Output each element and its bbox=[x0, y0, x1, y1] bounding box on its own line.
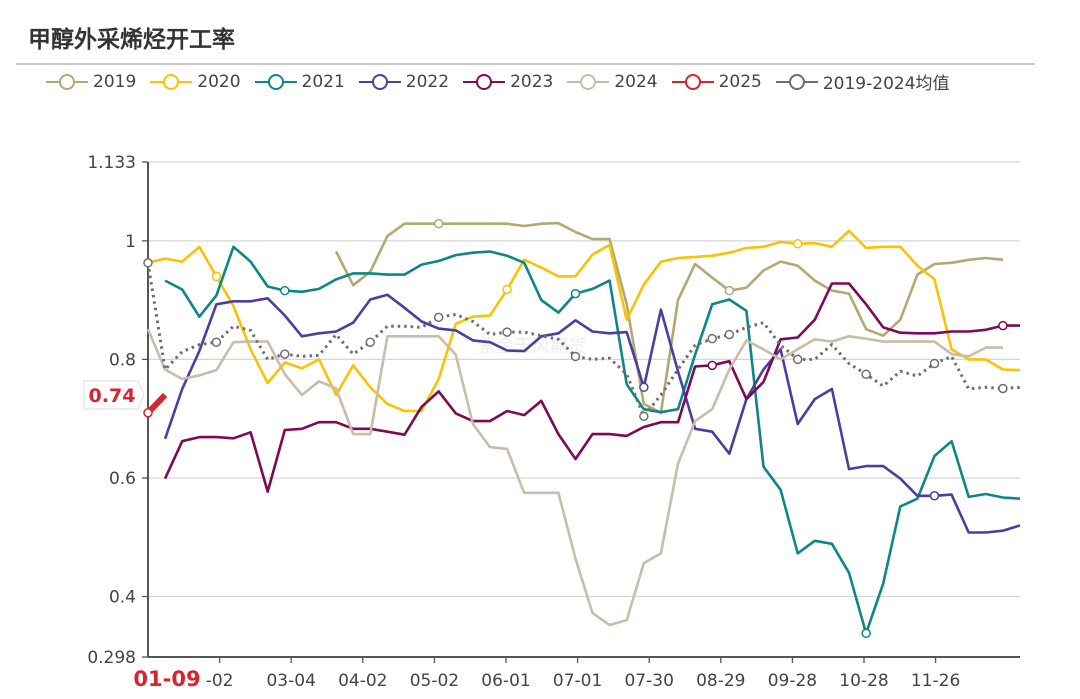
series-2020 bbox=[147, 229, 1021, 413]
data-point bbox=[724, 285, 735, 296]
data-point bbox=[143, 258, 153, 268]
legend-label: 2025 bbox=[718, 71, 762, 92]
series-line bbox=[163, 282, 1020, 493]
series-line bbox=[164, 245, 1021, 635]
data-point bbox=[211, 337, 222, 347]
value-badge-label: 0.74 bbox=[89, 385, 136, 407]
data-point bbox=[792, 354, 803, 365]
legend-label: 2022 bbox=[405, 71, 450, 92]
y-tick-label: 1 bbox=[125, 232, 136, 252]
legend-item-2019[interactable]: 2019 bbox=[46, 69, 136, 94]
data-point bbox=[707, 360, 717, 371]
data-point bbox=[211, 271, 222, 282]
y-tick-label: 0.8 bbox=[109, 350, 136, 370]
legend-item-2021[interactable]: 2021 bbox=[254, 69, 345, 94]
data-point bbox=[433, 218, 444, 229]
data-point bbox=[365, 337, 376, 347]
legend-item-2020[interactable]: 2020 bbox=[150, 69, 241, 94]
data-point bbox=[639, 382, 649, 393]
series-2023 bbox=[163, 282, 1020, 493]
x-tick-label: 09-28 bbox=[768, 671, 817, 691]
series-2019-2024均值 bbox=[143, 258, 1021, 422]
data-point bbox=[929, 358, 940, 369]
legend-item-2025[interactable]: 2025 bbox=[671, 69, 762, 94]
data-point bbox=[502, 327, 512, 337]
legend-label: 2023 bbox=[510, 71, 554, 92]
series-2022 bbox=[163, 293, 1021, 534]
legend-label: 2019-2024均值 bbox=[822, 74, 950, 94]
data-point bbox=[707, 333, 717, 344]
series-line bbox=[334, 221, 1004, 415]
series-2021 bbox=[164, 245, 1021, 639]
x-tick-label: 08-29 bbox=[696, 671, 745, 691]
legend-label: 2019 bbox=[93, 71, 137, 92]
series-2019 bbox=[334, 218, 1004, 415]
legend: 2019 2020 2021 2022 2023 2024 2025 2019-2024均值 bbox=[46, 69, 950, 94]
legend-line-circle-icon bbox=[671, 73, 714, 90]
title-divider bbox=[16, 63, 1035, 65]
x-tick-label-highlight: 01-09 bbox=[133, 667, 200, 691]
value-badge bbox=[83, 380, 145, 410]
data-point bbox=[998, 383, 1008, 394]
legend-line-circle-icon bbox=[775, 73, 818, 90]
legend-line-circle-icon bbox=[358, 73, 401, 90]
data-point bbox=[639, 411, 649, 422]
legend-item-2024[interactable]: 2024 bbox=[567, 69, 658, 94]
data-point bbox=[433, 312, 444, 323]
legend-label: 2024 bbox=[614, 71, 658, 92]
series-2024 bbox=[146, 328, 1003, 627]
y-tick-label: 0.4 bbox=[109, 588, 136, 608]
legend-line-circle-icon bbox=[46, 73, 88, 90]
series-line bbox=[163, 293, 1021, 534]
data-point bbox=[502, 284, 512, 295]
axes bbox=[142, 161, 1020, 663]
grid-lines bbox=[148, 161, 1020, 598]
data-point bbox=[570, 351, 581, 362]
x-tick-label: 10-28 bbox=[839, 671, 888, 691]
x-tick-label: 05-02 bbox=[410, 671, 459, 691]
x-tick-label: -02 bbox=[206, 671, 234, 691]
series-lines bbox=[143, 218, 1021, 639]
legend-line-circle-icon bbox=[463, 73, 506, 90]
x-tick-label: 03-04 bbox=[266, 671, 315, 691]
y-tick-label: 0.298 bbox=[87, 648, 136, 668]
legend-line-circle-icon bbox=[150, 73, 193, 90]
x-tick-label: 06-01 bbox=[481, 671, 530, 691]
x-tick-label: 07-01 bbox=[553, 671, 602, 691]
data-point bbox=[280, 349, 290, 359]
data-point bbox=[861, 628, 871, 639]
legend-label: 2020 bbox=[197, 71, 241, 92]
data-point bbox=[724, 329, 735, 340]
data-point bbox=[792, 239, 803, 249]
data-point bbox=[998, 320, 1008, 331]
data-point bbox=[861, 369, 871, 379]
x-tick-label: 07-30 bbox=[624, 671, 673, 691]
legend-line-circle-icon bbox=[567, 73, 610, 90]
data-point bbox=[929, 491, 940, 501]
legend-item-2023[interactable]: 2023 bbox=[463, 69, 553, 94]
legend-label: 2021 bbox=[301, 71, 345, 92]
data-point bbox=[143, 408, 153, 418]
series-line bbox=[147, 229, 1021, 413]
data-point bbox=[280, 285, 290, 296]
data-point bbox=[570, 288, 581, 299]
series-2025 bbox=[143, 392, 168, 418]
y-tick-label: 1.133 bbox=[87, 153, 136, 173]
y-tick-label: 0.6 bbox=[109, 469, 136, 489]
series-line bbox=[146, 262, 1021, 418]
series-line bbox=[146, 328, 1003, 627]
chart-title: 甲醇外采烯烃开工率 bbox=[28, 26, 235, 53]
legend-item-2022[interactable]: 2022 bbox=[358, 69, 450, 94]
legend-line-circle-icon bbox=[254, 73, 297, 90]
watermark: 紫金天风期货 bbox=[478, 336, 586, 357]
legend-item-2019-2024均值[interactable]: 2019-2024均值 bbox=[775, 69, 950, 94]
x-tick-label: 04-02 bbox=[338, 671, 387, 691]
x-tick-label: 11-26 bbox=[911, 671, 960, 691]
